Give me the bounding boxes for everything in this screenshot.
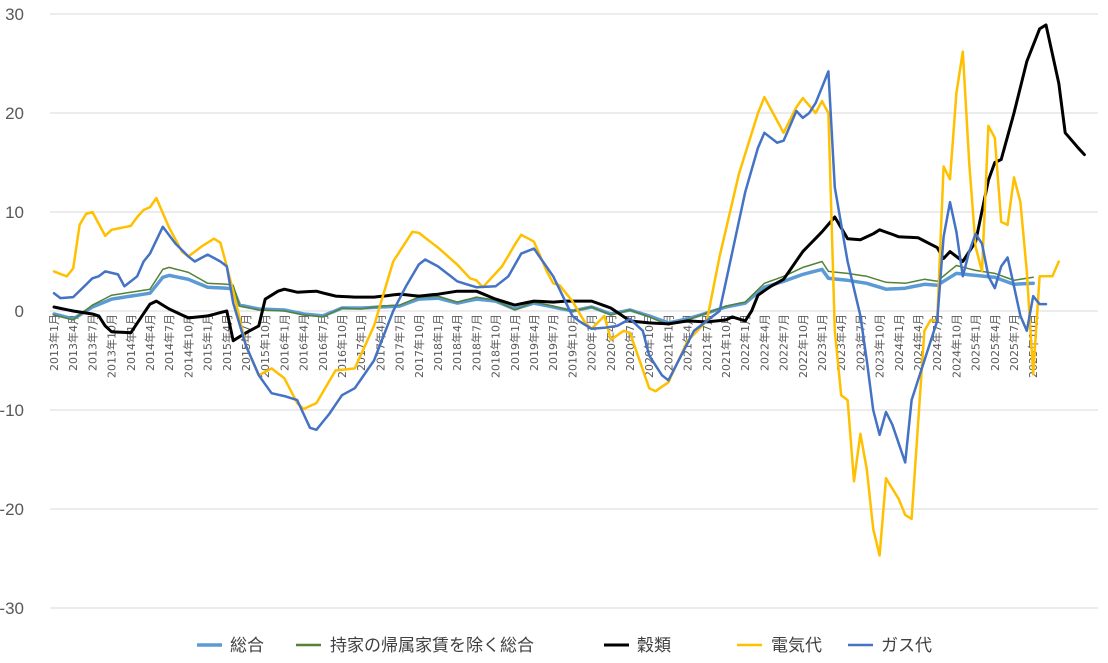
y-tick-label: -10 xyxy=(0,401,24,420)
x-tick-label: 2022年4月 xyxy=(757,314,771,371)
x-tick-label: 2023年7月 xyxy=(853,314,867,371)
x-tick-label: 2015年1月 xyxy=(201,314,215,371)
x-tick-label: 2016年7月 xyxy=(316,314,330,371)
x-tick-label: 2018年10月 xyxy=(489,314,503,378)
legend: 総合 持家の帰属家賃を除く総合 穀類 電気代 ガス代 xyxy=(197,636,932,656)
y-tick-label: 20 xyxy=(5,104,24,123)
legend-label: 穀類 xyxy=(637,636,671,656)
y-tick-label: 10 xyxy=(5,203,24,222)
x-tick-label: 2023年10月 xyxy=(873,314,887,378)
x-tick-label: 2021年10月 xyxy=(719,314,733,378)
x-tick-label: 2016年4月 xyxy=(297,314,311,371)
x-tick-label: 2019年1月 xyxy=(508,314,522,371)
y-tick-label: -30 xyxy=(0,599,24,618)
x-tick-label: 2013年10月 xyxy=(105,314,119,378)
y-axis: -30 -20 -10 0 10 20 30 xyxy=(0,5,24,618)
x-tick-label: 2025年7月 xyxy=(1007,314,1021,371)
x-tick-label: 2020年7月 xyxy=(623,314,637,371)
x-tick-label: 2014年10月 xyxy=(181,314,195,378)
x-tick-label: 2014年4月 xyxy=(143,314,157,371)
x-tick-label: 2017年10月 xyxy=(412,314,426,378)
x-tick-label: 2019年7月 xyxy=(546,314,560,371)
x-tick-label: 2018年4月 xyxy=(450,314,464,371)
x-tick-label: 2017年1月 xyxy=(354,314,368,371)
x-tick-label: 2018年1月 xyxy=(431,314,445,371)
x-tick-label: 2025年4月 xyxy=(988,314,1002,371)
x-tick-label: 2017年7月 xyxy=(393,314,407,371)
series-line-1 xyxy=(53,260,1034,326)
legend-label: ガス代 xyxy=(881,636,932,656)
legend-label: 持家の帰属家賃を除く総合 xyxy=(330,636,534,656)
x-tick-label: 2022年10月 xyxy=(796,314,810,378)
y-tick-label: 0 xyxy=(15,302,24,321)
x-tick-label: 2015年4月 xyxy=(220,314,234,371)
x-tick-label: 2022年1月 xyxy=(738,314,752,371)
series-line-0 xyxy=(52,267,1035,325)
x-tick-label: 2013年7月 xyxy=(85,314,99,371)
x-tick-label: 2023年1月 xyxy=(815,314,829,371)
x-tick-label: 2025年1月 xyxy=(969,314,983,371)
x-tick-label: 2013年1月 xyxy=(47,314,61,371)
x-tick-label: 2019年10月 xyxy=(565,314,579,378)
x-axis: 2013年1月 2013年4月 2013年7月 2013年10月 2014年1月 2014… xyxy=(47,314,1040,378)
x-tick-label: 2022年7月 xyxy=(777,314,791,371)
x-tick-label: 2016年10月 xyxy=(335,314,349,378)
series-line-4 xyxy=(52,70,1048,464)
x-tick-label: 2018年7月 xyxy=(469,314,483,371)
series-line-3 xyxy=(52,50,1061,557)
x-tick-label: 2015年10月 xyxy=(258,314,272,378)
x-tick-label: 2021年7月 xyxy=(700,314,714,371)
x-tick-label: 2024年1月 xyxy=(892,314,906,371)
x-tick-label: 2021年1月 xyxy=(661,314,675,371)
y-tick-label: 30 xyxy=(5,5,24,24)
legend-label: 総合 xyxy=(230,636,264,656)
x-tick-label: 2016年1月 xyxy=(277,314,291,371)
series-lines xyxy=(52,23,1086,557)
x-tick-label: 2014年7月 xyxy=(162,314,176,371)
series-line-2 xyxy=(52,23,1086,343)
x-tick-label: 2013年4月 xyxy=(66,314,80,371)
x-tick-label: 2014年1月 xyxy=(124,314,138,371)
x-tick-label: 2019年4月 xyxy=(527,314,541,371)
legend-label: 電気代 xyxy=(771,636,822,656)
x-tick-label: 2024年10月 xyxy=(949,314,963,378)
y-tick-label: -20 xyxy=(0,500,24,519)
